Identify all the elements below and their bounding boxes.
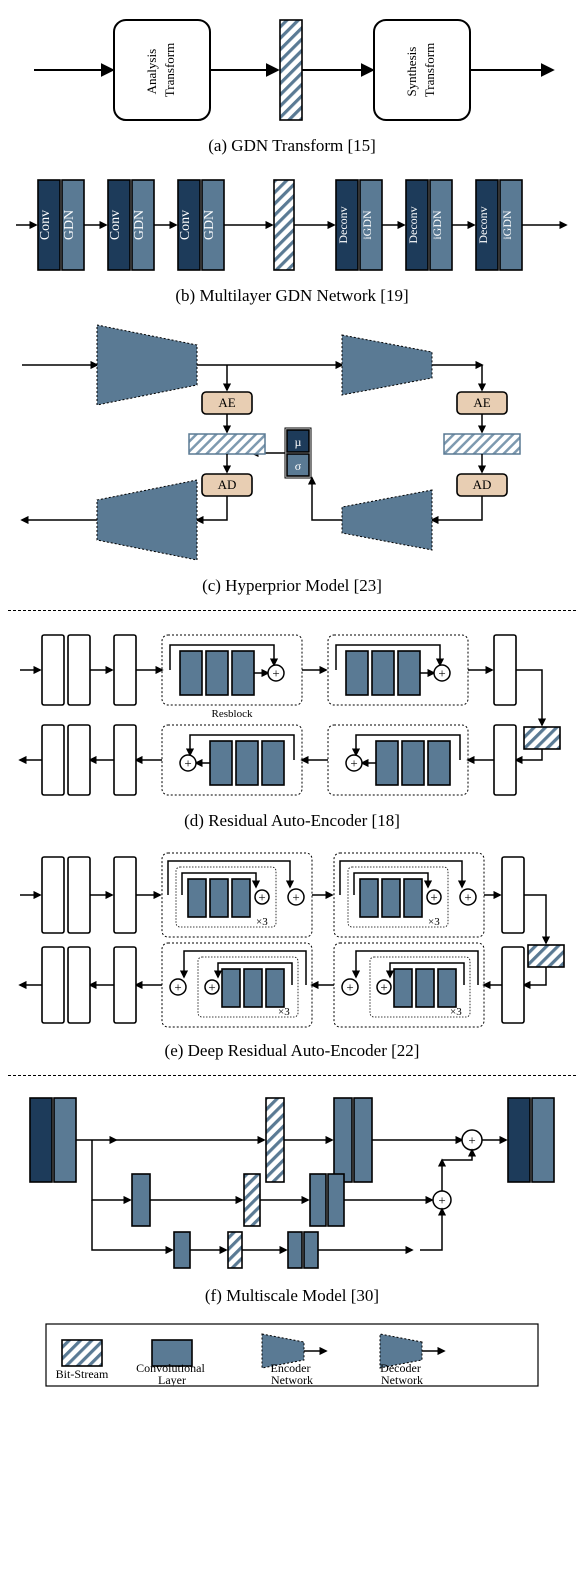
svg-text:Conv: Conv bbox=[108, 210, 123, 240]
svg-text:+: + bbox=[174, 980, 181, 995]
residual-ae-diagram: + Resblock + + + bbox=[12, 625, 572, 805]
svg-text:µ: µ bbox=[295, 435, 302, 449]
svg-text:Conv: Conv bbox=[38, 210, 53, 240]
svg-text:+: + bbox=[184, 756, 191, 771]
enc-stage-3: Conv GDN bbox=[178, 180, 224, 270]
panel-a: Analysis Transform Synthesis Transform (… bbox=[8, 10, 576, 156]
svg-text:Deconv: Deconv bbox=[476, 206, 490, 243]
svg-text:×3: ×3 bbox=[450, 1006, 462, 1018]
legend: Bit-Stream Convolutional Layer Encoder N… bbox=[8, 1320, 576, 1390]
svg-text:Resblock: Resblock bbox=[212, 708, 253, 720]
svg-text:GDN: GDN bbox=[62, 210, 77, 240]
divider-2 bbox=[8, 1075, 576, 1076]
caption-c: (c) Hyperprior Model [23] bbox=[8, 576, 576, 596]
svg-text:Bit-Stream: Bit-Stream bbox=[56, 1367, 109, 1381]
svg-text:iGDN: iGDN bbox=[500, 210, 514, 240]
svg-text:σ: σ bbox=[295, 459, 302, 473]
dec-stage-2: Deconv iGDN bbox=[406, 180, 452, 270]
svg-text:GDN: GDN bbox=[132, 210, 147, 240]
svg-text:+: + bbox=[380, 980, 387, 995]
svg-text:Decoder Network: Decoder Network bbox=[380, 1361, 424, 1387]
svg-text:Deconv: Deconv bbox=[406, 206, 420, 243]
svg-text:AE: AE bbox=[218, 395, 235, 410]
enc-stage-1: Conv GDN bbox=[38, 180, 84, 270]
svg-text:iGDN: iGDN bbox=[430, 210, 444, 240]
caption-e: (e) Deep Residual Auto-Encoder [22] bbox=[8, 1041, 576, 1061]
svg-text:Deconv: Deconv bbox=[336, 206, 350, 243]
caption-d: (d) Residual Auto-Encoder [18] bbox=[8, 811, 576, 831]
svg-text:AE: AE bbox=[473, 395, 490, 410]
svg-text:+: + bbox=[430, 890, 437, 905]
enc-stage-2: Conv GDN bbox=[108, 180, 154, 270]
svg-text:+: + bbox=[346, 980, 353, 995]
svg-text:+: + bbox=[438, 1193, 445, 1208]
gdn-network-diagram: Conv GDN Conv GDN Conv GDN Deconv iGDN D… bbox=[12, 170, 572, 280]
divider-1 bbox=[8, 610, 576, 611]
dec-stage-3: Deconv iGDN bbox=[476, 180, 522, 270]
svg-text:×3: ×3 bbox=[278, 1006, 290, 1018]
hyperprior-diagram: AE AD µ σ AE AD bbox=[12, 320, 572, 570]
svg-text:AD: AD bbox=[218, 477, 237, 492]
deep-residual-ae-diagram: + ×3 + + ×3 + + ×3 + + ×3 + bbox=[12, 845, 572, 1035]
svg-text:+: + bbox=[468, 1133, 475, 1148]
svg-text:+: + bbox=[272, 666, 279, 681]
svg-text:+: + bbox=[292, 890, 299, 905]
panel-f: + + (f) Multiscale Model [30] bbox=[8, 1090, 576, 1306]
caption-b: (b) Multilayer GDN Network [19] bbox=[8, 286, 576, 306]
panel-d: + Resblock + + + (d) Residual Auto-Encod… bbox=[8, 625, 576, 831]
svg-text:Conv: Conv bbox=[178, 210, 193, 240]
svg-text:+: + bbox=[350, 756, 357, 771]
dec-stage-1: Deconv iGDN bbox=[336, 180, 382, 270]
svg-text:iGDN: iGDN bbox=[360, 210, 374, 240]
svg-text:+: + bbox=[258, 890, 265, 905]
panel-e: + ×3 + + ×3 + + ×3 + + ×3 + (e) Deep Res… bbox=[8, 845, 576, 1061]
svg-text:+: + bbox=[438, 666, 445, 681]
svg-text:GDN: GDN bbox=[202, 210, 217, 240]
caption-a: (a) GDN Transform [15] bbox=[8, 136, 576, 156]
svg-text:AD: AD bbox=[473, 477, 492, 492]
svg-text:+: + bbox=[208, 980, 215, 995]
svg-text:+: + bbox=[464, 890, 471, 905]
panel-b: Conv GDN Conv GDN Conv GDN Deconv iGDN D… bbox=[8, 170, 576, 306]
svg-text:Convolutional Layer: Convolutional Layer bbox=[136, 1361, 208, 1387]
multiscale-diagram: + + bbox=[12, 1090, 572, 1280]
svg-text:×3: ×3 bbox=[428, 916, 440, 928]
caption-f: (f) Multiscale Model [30] bbox=[8, 1286, 576, 1306]
svg-text:×3: ×3 bbox=[256, 916, 268, 928]
svg-text:Encoder Network: Encoder Network bbox=[271, 1361, 314, 1387]
panel-c: AE AD µ σ AE AD (c) Hyperprior Model [23… bbox=[8, 320, 576, 596]
